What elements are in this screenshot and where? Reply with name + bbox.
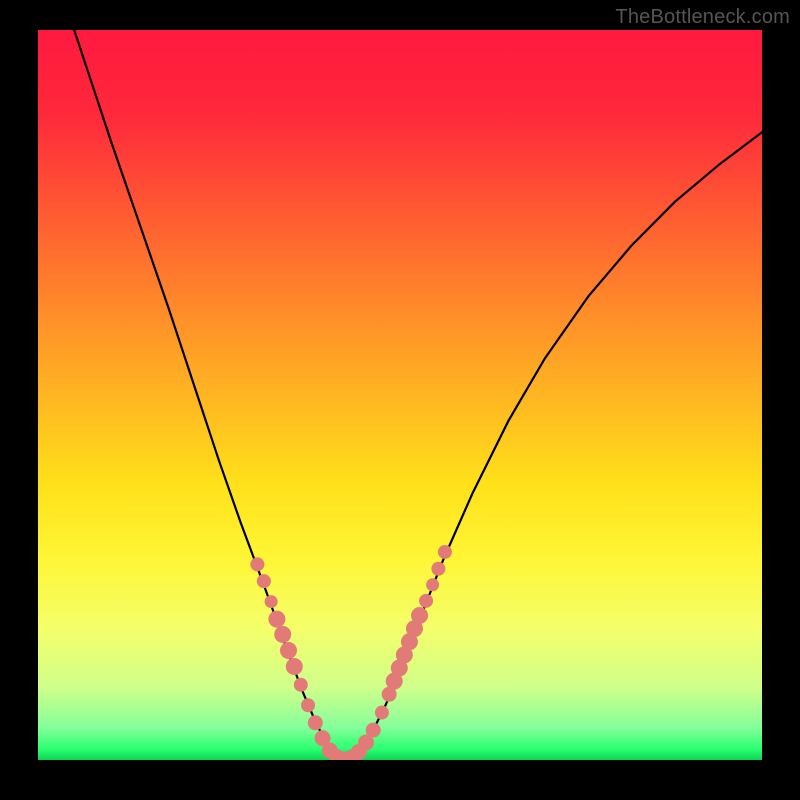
marker-point	[438, 545, 452, 559]
marker-point	[286, 658, 303, 675]
marker-point	[431, 562, 445, 576]
marker-point	[274, 626, 291, 643]
marker-point	[268, 611, 285, 628]
marker-point	[375, 706, 389, 720]
curve-left	[74, 30, 342, 759]
marker-point	[308, 715, 323, 730]
marker-point	[419, 594, 433, 608]
marker-point	[250, 557, 264, 571]
marker-point	[294, 678, 308, 692]
marker-point	[301, 698, 315, 712]
marker-point	[426, 578, 439, 591]
chart-svg	[38, 30, 762, 760]
marker-point	[366, 723, 381, 738]
marker-point	[265, 595, 278, 608]
marker-point	[280, 642, 297, 659]
marker-point	[411, 607, 428, 624]
attribution-label: TheBottleneck.com	[615, 6, 790, 29]
marker-point	[257, 574, 271, 588]
plot-area	[38, 30, 762, 760]
chart-canvas: TheBottleneck.com	[0, 0, 800, 800]
